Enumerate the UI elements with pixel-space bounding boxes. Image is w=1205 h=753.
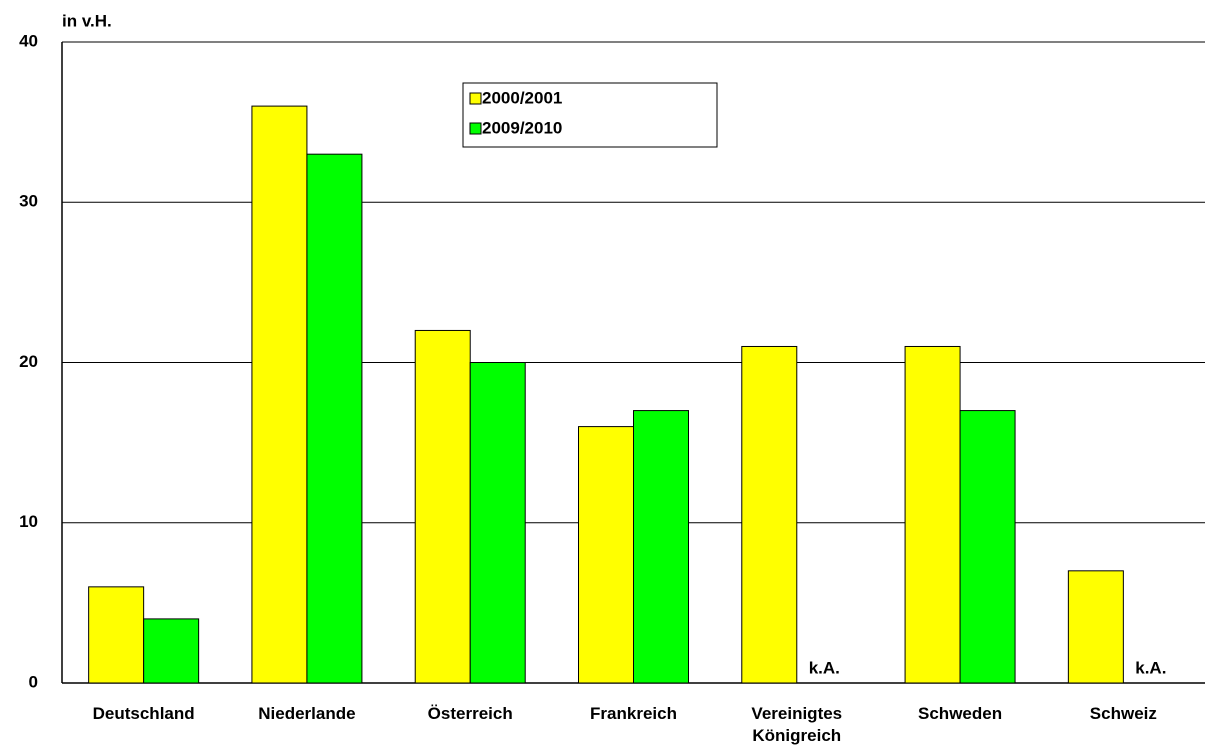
legend-label: 2000/2001 [482, 88, 562, 107]
y-tick-label: 20 [19, 352, 38, 371]
y-tick-label: 30 [19, 192, 38, 211]
value-label: k.A. [809, 658, 840, 677]
bar [741, 345, 798, 684]
bar [904, 345, 961, 684]
bar [88, 586, 145, 684]
legend-label: 2009/2010 [482, 118, 562, 137]
value-label: k.A. [1135, 658, 1166, 677]
bar [414, 329, 471, 684]
legend-swatch [469, 122, 482, 135]
bar [469, 362, 526, 684]
bar [251, 105, 308, 684]
y-tick-label: 10 [19, 512, 38, 531]
bar [959, 410, 1016, 684]
x-tick-label: Niederlande [258, 704, 356, 723]
bar [1067, 570, 1124, 684]
y-axis-label: in v.H. [62, 11, 112, 30]
bar [306, 153, 363, 684]
x-tick-label: Deutschland [92, 704, 195, 723]
legend-box [462, 82, 718, 148]
bar [143, 618, 200, 684]
bar [633, 410, 689, 684]
x-tick-label: Frankreich [590, 704, 677, 723]
x-tick-label: Vereinigtes Königreich [751, 704, 843, 745]
x-tick-label: Schweden [918, 704, 1003, 723]
x-tick-label: Österreich [427, 704, 513, 723]
y-tick-label: 0 [29, 672, 38, 691]
legend-swatch [469, 92, 482, 105]
x-tick-label: Schweiz [1089, 704, 1157, 723]
y-tick-label: 40 [19, 31, 38, 50]
bar [578, 426, 634, 684]
